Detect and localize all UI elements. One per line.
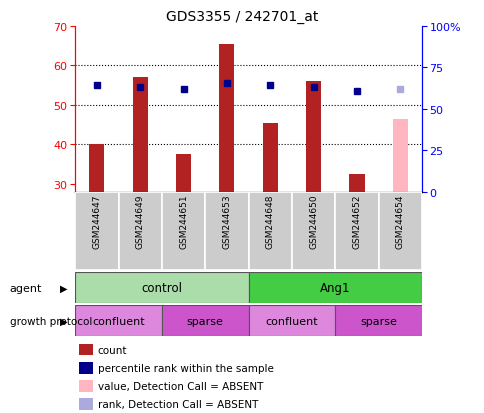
Text: value, Detection Call = ABSENT: value, Detection Call = ABSENT xyxy=(97,381,262,391)
Text: control: control xyxy=(141,282,182,294)
Bar xyxy=(392,119,407,192)
Bar xyxy=(334,306,421,337)
Bar xyxy=(75,192,118,271)
Text: confluent: confluent xyxy=(265,316,318,326)
Bar xyxy=(262,123,277,192)
Text: agent: agent xyxy=(10,283,42,293)
Bar xyxy=(78,380,92,392)
Text: confluent: confluent xyxy=(92,316,145,326)
Text: GSM244649: GSM244649 xyxy=(136,195,144,249)
Bar xyxy=(75,306,162,337)
Bar xyxy=(248,306,334,337)
Bar xyxy=(118,192,162,271)
Bar xyxy=(248,273,421,304)
Bar xyxy=(78,344,92,356)
Bar xyxy=(248,192,291,271)
Bar xyxy=(162,192,205,271)
Bar xyxy=(176,155,191,192)
Text: percentile rank within the sample: percentile rank within the sample xyxy=(97,363,273,373)
Text: count: count xyxy=(97,345,127,355)
Bar xyxy=(378,192,421,271)
Text: GSM244653: GSM244653 xyxy=(222,195,231,249)
Text: ▶: ▶ xyxy=(60,283,68,293)
Bar xyxy=(89,145,104,192)
Text: GSM244648: GSM244648 xyxy=(265,195,274,249)
Bar xyxy=(291,192,334,271)
Bar xyxy=(78,362,92,374)
Bar xyxy=(162,306,248,337)
Text: sparse: sparse xyxy=(186,316,223,326)
Bar xyxy=(219,45,234,192)
Text: GSM244652: GSM244652 xyxy=(352,195,361,249)
Text: GSM244647: GSM244647 xyxy=(92,195,101,249)
Bar xyxy=(305,82,320,192)
Text: GDS3355 / 242701_at: GDS3355 / 242701_at xyxy=(166,10,318,24)
Bar xyxy=(132,78,148,192)
Text: growth protocol: growth protocol xyxy=(10,316,92,326)
Bar xyxy=(75,273,248,304)
Bar xyxy=(348,174,364,192)
Text: GSM244654: GSM244654 xyxy=(395,195,404,249)
Bar xyxy=(205,192,248,271)
Text: ▶: ▶ xyxy=(60,316,68,326)
Text: GSM244651: GSM244651 xyxy=(179,195,188,249)
Text: GSM244650: GSM244650 xyxy=(308,195,318,249)
Text: rank, Detection Call = ABSENT: rank, Detection Call = ABSENT xyxy=(97,399,257,409)
Bar xyxy=(78,398,92,410)
Bar xyxy=(334,192,378,271)
Text: sparse: sparse xyxy=(360,316,396,326)
Text: Ang1: Ang1 xyxy=(319,282,350,294)
